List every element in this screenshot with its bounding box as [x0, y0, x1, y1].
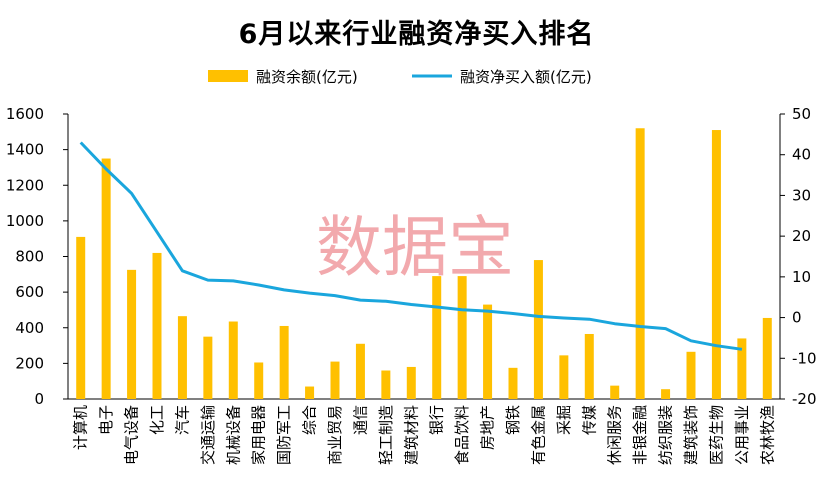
category-label: 采掘 — [555, 405, 573, 435]
legend-label-balance: 融资余额(亿元) — [256, 68, 358, 86]
category-label: 汽车 — [173, 405, 191, 435]
bar — [76, 237, 85, 399]
category-label: 钢铁 — [504, 405, 522, 435]
category-label: 医药生物 — [707, 405, 725, 465]
category-label: 机械设备 — [224, 405, 242, 465]
bar — [254, 362, 263, 399]
left-tick-label: 0 — [34, 390, 44, 408]
category-label: 综合 — [301, 405, 319, 435]
legend-label-net-buy: 融资净买入额(亿元) — [460, 68, 592, 86]
right-tick-label: 20 — [792, 227, 811, 245]
bar — [610, 386, 619, 399]
bar — [636, 128, 645, 399]
bar — [687, 352, 696, 399]
bar — [763, 318, 772, 399]
bar — [585, 334, 594, 399]
category-label: 电子 — [97, 405, 115, 435]
category-label: 公用事业 — [733, 405, 751, 465]
bar — [102, 159, 111, 399]
right-tick-label: -20 — [792, 390, 817, 408]
bar — [356, 344, 365, 399]
category-label: 休闲服务 — [606, 405, 624, 465]
category-label: 交通运输 — [199, 405, 217, 465]
bar — [483, 305, 492, 399]
category-label: 农林牧渔 — [758, 405, 776, 465]
category-label: 计算机 — [72, 405, 90, 450]
right-tick-label: 40 — [792, 146, 811, 164]
left-tick-label: 1400 — [6, 141, 44, 159]
category-label: 传媒 — [580, 405, 598, 435]
left-tick-label: 800 — [15, 248, 44, 266]
bar — [153, 253, 162, 399]
bar — [127, 270, 136, 399]
bar — [229, 322, 238, 399]
category-label: 电气设备 — [123, 405, 141, 465]
category-label: 纺织服装 — [657, 405, 675, 465]
bar — [203, 337, 212, 399]
category-label: 商业贸易 — [326, 405, 344, 465]
bar — [559, 355, 568, 399]
bar — [458, 276, 467, 399]
bar — [331, 362, 340, 399]
left-tick-label: 200 — [15, 354, 44, 372]
bar — [534, 260, 543, 399]
bar — [305, 387, 314, 399]
bar — [178, 316, 187, 399]
category-label: 通信 — [351, 405, 369, 435]
left-tick-label: 1000 — [6, 212, 44, 230]
left-tick-label: 600 — [15, 283, 44, 301]
category-label: 房地产 — [479, 405, 497, 450]
legend-swatch-balance — [208, 70, 248, 82]
category-label: 有色金属 — [529, 405, 547, 465]
category-label: 国防军工 — [275, 405, 293, 465]
bar — [407, 367, 416, 399]
category-label: 银行 — [428, 405, 446, 435]
category-label: 化工 — [148, 405, 166, 435]
right-tick-label: 50 — [792, 105, 811, 123]
left-tick-label: 1200 — [6, 176, 44, 194]
category-label: 家用电器 — [250, 405, 268, 465]
right-tick-label: 0 — [792, 309, 802, 327]
category-label: 非银金融 — [631, 405, 649, 465]
bar — [280, 326, 289, 399]
category-label: 建筑装饰 — [682, 405, 700, 465]
bar — [432, 276, 441, 399]
right-tick-label: -10 — [792, 349, 817, 367]
category-label: 轻工制造 — [377, 405, 395, 465]
bar — [381, 371, 390, 400]
category-label: 建筑材料 — [402, 405, 420, 465]
watermark-text: 数据宝 — [316, 209, 514, 286]
left-tick-label: 400 — [15, 319, 44, 337]
category-label: 食品饮料 — [453, 405, 471, 465]
bar — [509, 368, 518, 399]
bar — [712, 130, 721, 399]
right-tick-label: 10 — [792, 268, 811, 286]
bar — [661, 389, 670, 399]
left-tick-label: 1600 — [6, 105, 44, 123]
right-tick-label: 30 — [792, 186, 811, 204]
